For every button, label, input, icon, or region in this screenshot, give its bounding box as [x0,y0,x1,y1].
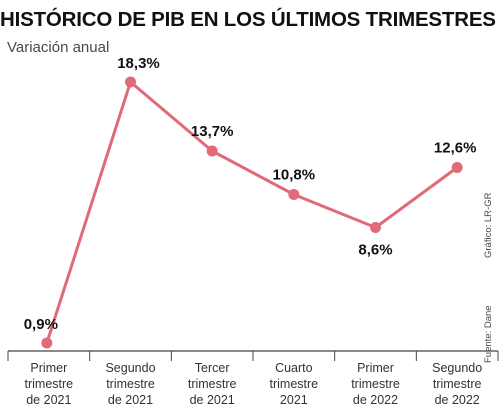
x-tick-label-line: trimestre [25,377,74,391]
x-tick-label-line: de 2021 [26,393,71,407]
data-point [125,76,136,88]
x-tick-label-line: Segundo [105,361,155,375]
x-tick-label-line: trimestre [106,377,155,391]
x-tick-label: Primer trimestre de 2022 [351,361,400,407]
x-tick-label: Cuarto trimestre 2021 [270,361,319,407]
x-tick-label-line: de 2021 [190,393,235,407]
x-tick-label-line: de 2022 [353,393,398,407]
x-tick-label: Tercer trimestre de 2021 [188,361,237,407]
data-label: 13,7% [191,123,234,140]
x-tick-label-line: trimestre [433,377,482,391]
x-tick-label-line: trimestre [188,377,237,391]
source-note: Fuente: Dane [483,305,494,363]
chart-credit: Gráfico: LR-GR [483,192,494,258]
marker-group [41,76,463,349]
data-label: 12,6% [434,140,477,157]
x-tick-label-line: trimestre [351,377,400,391]
data-point [41,337,53,349]
x-axis [7,350,499,361]
data-label: 18,3% [117,55,160,72]
chart-subtitle: Variación anual [7,39,110,56]
x-tick-label-line: de 2021 [108,393,153,407]
x-tick-label: Primer trimestre de 2021 [25,361,74,407]
x-tick-label-line: trimestre [270,377,319,391]
x-tick-label-line: Primer [30,361,67,375]
data-point [206,145,218,157]
data-point [451,162,463,173]
x-tick-label-line: Primer [357,361,394,375]
data-label: 8,6% [358,242,392,259]
tick-label-group: Primer trimestre de 2021 Segundo trimestre de… [25,361,483,407]
x-tick-label-line: de 2022 [435,393,480,407]
series-line [45,80,459,345]
data-point [370,222,381,233]
x-tick-label-line: Segundo [432,361,482,375]
x-tick-label: Segundo trimestre de 2021 [105,361,155,407]
data-point [288,189,300,200]
chart-title: HISTÓRICO DE PIB EN LOS ÚLTIMOS TRIMESTR… [0,8,496,31]
x-tick-label-line: Cuarto [275,361,313,375]
series-line-group [45,80,459,345]
x-tick-label-line: 2021 [280,393,308,407]
data-label-group: 0,9% 18,3% 13,7% 10,8% 8,6% 12,6% [24,55,477,333]
data-label: 0,9% [24,316,58,333]
x-tick-label: Segundo trimestre de 2022 [432,361,482,407]
x-tick-label-line: Tercer [195,361,230,375]
data-label: 10,8% [273,167,316,184]
